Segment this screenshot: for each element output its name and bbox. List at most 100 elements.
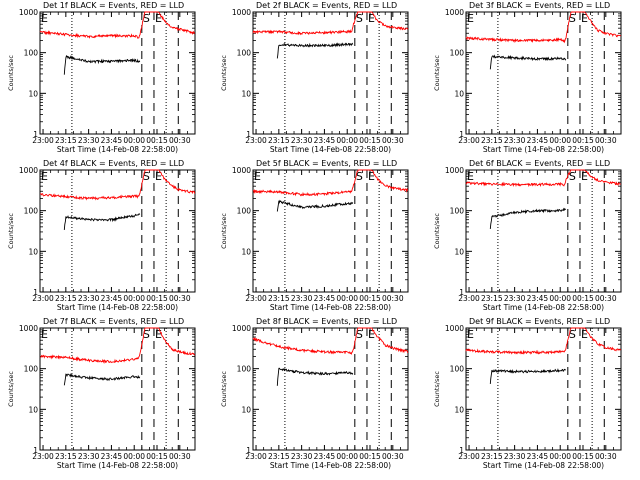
chart-6-x-tick-label: 23:15 — [481, 294, 503, 303]
chart-1-x-tick-label: 23:15 — [55, 136, 77, 145]
chart-6-x-tick-label: 00:00 — [549, 294, 571, 303]
chart-9-x-tick-label: 00:15 — [572, 452, 594, 461]
chart-7-series-black — [63, 373, 141, 386]
chart-5-series-red — [252, 169, 409, 197]
chart-7-x-tick-label: 23:00 — [32, 452, 54, 461]
chart-5-x-tick-label: 00:30 — [382, 294, 404, 303]
chart-5-x-tick-label: 23:45 — [314, 294, 336, 303]
chart-5-title: Det 5f BLACK = Events, RED = LLD — [256, 159, 397, 168]
chart-1-y-tick-label: 10 — [28, 89, 38, 98]
chart-4-y-tick-label: 100 — [24, 207, 39, 216]
chart-1-x-tick-label: 00:15 — [146, 136, 168, 145]
chart-5-marker-e: E — [254, 170, 261, 183]
chart-5: Det 5f BLACK = Events, RED = LLD 1 10 100 10… — [220, 159, 409, 312]
chart-2-x-tick-label: 23:30 — [291, 136, 313, 145]
chart-8-y-axis-label: Counts/sec — [220, 371, 228, 407]
chart-6-title: Det 6f BLACK = Events, RED = LLD — [469, 159, 610, 168]
chart-1-marker-e: E — [155, 12, 162, 25]
chart-3-y-tick-label: 1 — [459, 130, 464, 139]
chart-2-x-tick-label: 23:00 — [245, 136, 267, 145]
chart-2-x-axis-label: Start Time (14-Feb-08 22:58:00) — [270, 145, 391, 154]
chart-8-x-tick-label: 23:30 — [291, 452, 313, 461]
chart-4-marker-s: S — [143, 170, 150, 183]
chart-9-x-tick-label: 23:30 — [504, 452, 526, 461]
chart-7-x-tick-label: 23:15 — [55, 452, 77, 461]
chart-7-marker-e: E — [41, 328, 48, 341]
chart-6-marker-e: E — [581, 170, 588, 183]
chart-2-y-tick-label: 1000 — [232, 8, 251, 17]
chart-9-series-black — [489, 368, 566, 384]
chart-9-series-red — [465, 327, 622, 355]
chart-1-y-tick-label: 1000 — [19, 8, 38, 17]
chart-7-x-tick-label: 00:30 — [169, 452, 191, 461]
chart-1-x-tick-label: 00:00 — [123, 136, 145, 145]
chart-4-x-axis-label: Start Time (14-Feb-08 22:58:00) — [57, 303, 178, 312]
chart-3-marker-s: S — [569, 12, 576, 25]
chart-1-x-axis-label: Start Time (14-Feb-08 22:58:00) — [57, 145, 178, 154]
chart-4-marker-e: E — [155, 170, 162, 183]
chart-7-marker-s: S — [143, 328, 150, 341]
chart-6-y-tick-label: 10 — [454, 247, 464, 256]
chart-7-x-axis-label: Start Time (14-Feb-08 22:58:00) — [57, 461, 178, 470]
chart-3-x-tick-label: 00:30 — [595, 136, 617, 145]
chart-8: Det 8f BLACK = Events, RED = LLD 1 10 100 10… — [220, 317, 409, 470]
chart-6-x-tick-label: 23:00 — [458, 294, 480, 303]
chart-8-series-black — [276, 367, 354, 386]
chart-4-series-red — [40, 169, 196, 201]
chart-4-x-tick-label: 23:45 — [101, 294, 123, 303]
chart-8-x-tick-label: 23:15 — [268, 452, 290, 461]
chart-3-x-tick-label: 00:00 — [549, 136, 571, 145]
chart-7-title: Det 7f BLACK = Events, RED = LLD — [43, 317, 184, 326]
chart-9-title: Det 9f BLACK = Events, RED = LLD — [469, 317, 610, 326]
chart-4-title: Det 4f BLACK = Events, RED = LLD — [43, 159, 184, 168]
chart-1-x-tick-label: 23:45 — [101, 136, 123, 145]
chart-8-series-red — [252, 327, 409, 356]
chart-9-x-tick-label: 23:00 — [458, 452, 480, 461]
chart-4-marker-e: E — [41, 170, 48, 183]
chart-3-marker-e: E — [581, 12, 588, 25]
chart-2-y-tick-label: 100 — [237, 49, 252, 58]
chart-8-y-tick-label: 100 — [237, 365, 252, 374]
chart-4-x-tick-label: 00:15 — [146, 294, 168, 303]
chart-8-y-tick-label: 1 — [246, 446, 251, 455]
chart-8-x-tick-label: 23:00 — [245, 452, 267, 461]
chart-3-series-red — [465, 11, 622, 44]
chart-3: Det 3f BLACK = Events, RED = LLD 1 10 100 10… — [433, 1, 622, 154]
chart-4-y-tick-label: 1 — [33, 288, 38, 297]
chart-1-y-tick-label: 1 — [33, 130, 38, 139]
chart-9-x-tick-label: 00:30 — [595, 452, 617, 461]
chart-6-y-tick-label: 1 — [459, 288, 464, 297]
chart-4-x-tick-label: 23:15 — [55, 294, 77, 303]
chart-4-y-tick-label: 1000 — [19, 166, 38, 175]
chart-7-y-axis-label: Counts/sec — [7, 371, 15, 407]
chart-6-plot-frame — [465, 169, 622, 293]
chart-5-x-tick-label: 23:30 — [291, 294, 313, 303]
chart-7-marker-e: E — [155, 328, 162, 341]
chart-5-x-tick-label: 00:00 — [336, 294, 358, 303]
chart-6-marker-s: S — [569, 170, 576, 183]
chart-5-marker-e: E — [368, 170, 375, 183]
chart-7-y-tick-label: 1000 — [19, 324, 38, 333]
chart-7: Det 7f BLACK = Events, RED = LLD 1 10 100 10… — [7, 317, 196, 470]
chart-6-series-black — [489, 207, 566, 229]
chart-4-x-tick-label: 23:00 — [32, 294, 54, 303]
chart-1: Det 1f BLACK = Events, RED = LLD 1 10 100 10… — [7, 1, 196, 154]
chart-7-y-tick-label: 100 — [24, 365, 39, 374]
chart-5-y-tick-label: 100 — [237, 207, 252, 216]
chart-1-x-tick-label: 00:30 — [169, 136, 191, 145]
chart-1-series-black — [63, 54, 141, 75]
chart-8-y-tick-label: 10 — [241, 405, 251, 414]
chart-7-x-tick-label: 00:00 — [123, 452, 145, 461]
chart-5-y-axis-label: Counts/sec — [220, 213, 228, 249]
chart-2-marker-s: S — [356, 12, 363, 25]
chart-7-plot-frame — [39, 327, 196, 451]
chart-2-x-tick-label: 23:45 — [314, 136, 336, 145]
chart-8-x-tick-label: 00:15 — [359, 452, 381, 461]
chart-5-series-black — [276, 199, 354, 212]
chart-8-marker-s: S — [356, 328, 363, 341]
chart-4-plot-frame — [39, 169, 196, 293]
chart-2-x-tick-label: 00:30 — [382, 136, 404, 145]
chart-1-plot-frame — [39, 11, 196, 135]
chart-8-x-tick-label: 23:45 — [314, 452, 336, 461]
chart-6-x-tick-label: 00:30 — [595, 294, 617, 303]
